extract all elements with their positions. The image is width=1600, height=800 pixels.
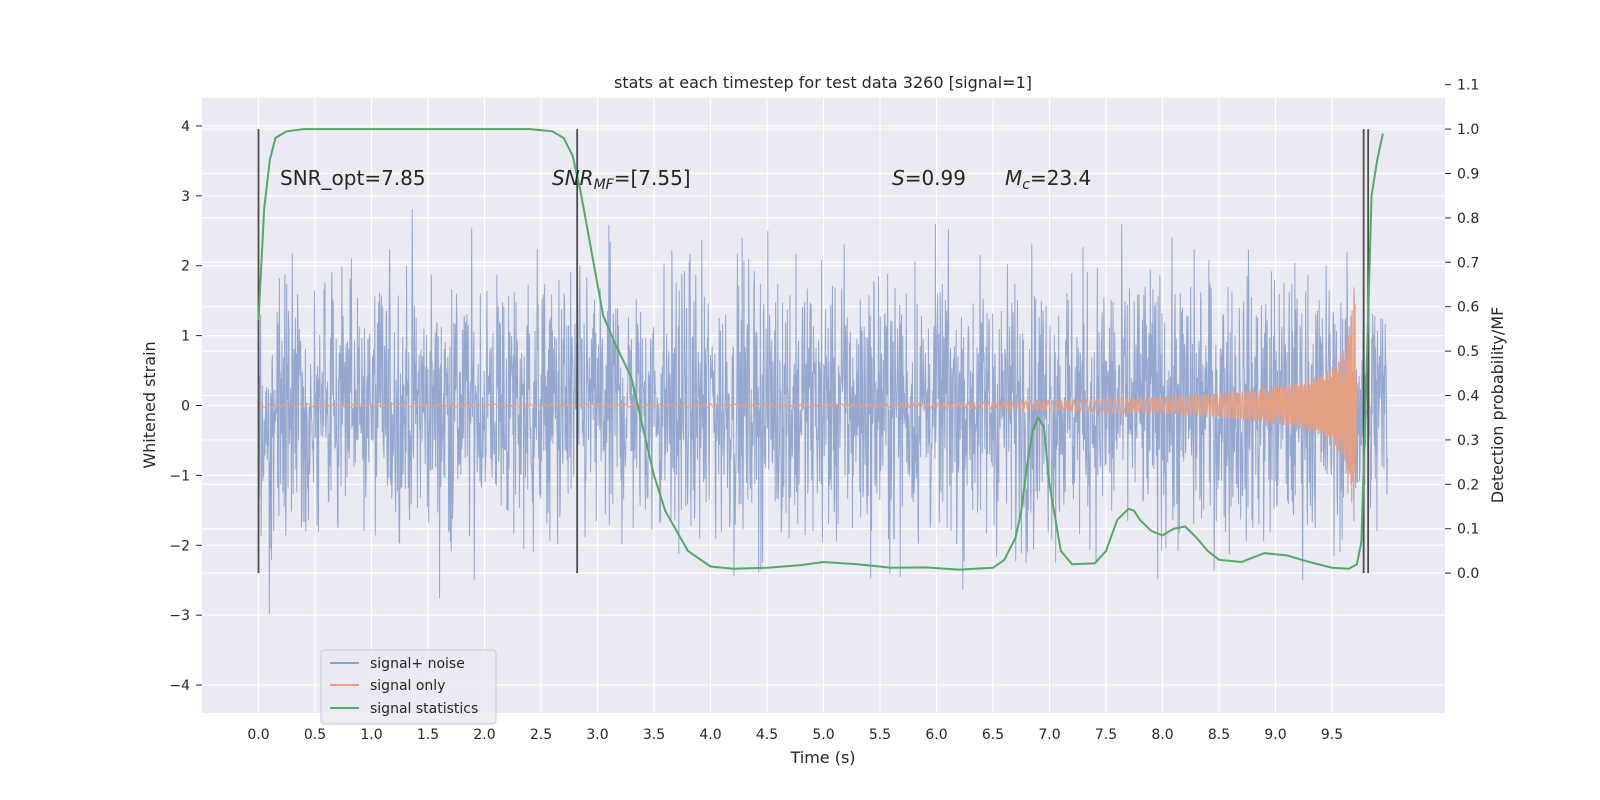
x-tick-label: 1.0: [360, 727, 382, 743]
x-tick-label: 3.5: [643, 727, 665, 743]
mc-symbol: M: [1005, 166, 1022, 190]
y2-tick-label: 0.0: [1457, 566, 1479, 582]
y-tick-labels: 4 3 2 1 0 −1 −2 −3 −4: [169, 119, 202, 694]
y2-tick-label: 0.9: [1457, 166, 1479, 182]
mc-subscript: c: [1022, 177, 1030, 193]
snr-mf-symbol: SNR: [552, 166, 594, 190]
legend-box: [320, 649, 497, 725]
x-tick-label: 2.5: [530, 727, 552, 743]
y2-tick-label: 0.1: [1457, 522, 1479, 538]
annotation-mc: Mc=23.4: [1005, 166, 1091, 193]
legend-label-signal-noise: signal+ noise: [370, 656, 465, 672]
s-symbol: S: [892, 166, 905, 190]
annotation-snr-mf: SNRMF=[7.55]: [552, 166, 691, 193]
x-tick-label: 8.0: [1151, 727, 1173, 743]
y2-tick-labels: 1.1 1.0 0.9 0.8 0.7 0.6 0.5 0.4 0.3 0.2 0.1 0.0: [1445, 78, 1479, 582]
y2-tick-label: 0.2: [1457, 477, 1479, 493]
y2-tick-label: 1.0: [1457, 122, 1479, 138]
y2-tick-label: 0.5: [1457, 344, 1479, 360]
y2-tick-label: 0.6: [1457, 300, 1479, 316]
y2-axis-label: Detection probability/MF: [1488, 307, 1507, 504]
y2-tick-label: 0.3: [1457, 433, 1479, 449]
snr-mf-subscript: MF: [594, 177, 615, 193]
x-tick-label: 4.5: [756, 727, 778, 743]
y2-tick-label: 1.1: [1457, 78, 1479, 94]
y2-tick-label: 0.4: [1457, 389, 1479, 405]
legend-label-signal-statistics: signal statistics: [370, 701, 478, 717]
y-tick-label: 3: [181, 189, 190, 205]
y-tick-label: 2: [181, 259, 190, 275]
x-tick-label: 9.0: [1264, 727, 1286, 743]
x-tick-label: 5.0: [812, 727, 834, 743]
annotation-s: S=0.99: [892, 166, 966, 190]
y-tick-label: −3: [169, 608, 190, 624]
y-tick-label: 1: [181, 329, 190, 345]
y-axis-label: Whitened strain: [140, 341, 159, 468]
x-tick-label: 9.5: [1321, 727, 1343, 743]
x-tick-label: 8.5: [1208, 727, 1230, 743]
vertical-markers: [257, 129, 1370, 574]
x-tick-label: 0.5: [304, 727, 326, 743]
x-tick-label: 7.5: [1095, 727, 1117, 743]
x-tick-label: 6.5: [982, 727, 1004, 743]
legend: signal+ noise signal only signal statist…: [320, 649, 497, 725]
x-tick-label: 2.0: [473, 727, 495, 743]
x-tick-label: 4.0: [699, 727, 721, 743]
x-tick-label: 6.0: [925, 727, 947, 743]
signal-noise-line: [258, 209, 1388, 614]
annotation-snr-opt: SNR_opt=7.85: [280, 166, 426, 190]
chart-title: stats at each timestep for test data 326…: [614, 73, 1032, 92]
x-tick-label: 0.0: [247, 727, 269, 743]
x-tick-labels: 0.0 0.5 1.0 1.5 2.0 2.5 3.0 3.5 4.0 4.5 5.0 5.5 6.0 6…: [247, 727, 1343, 743]
signal-statistics-series: [257, 128, 1384, 571]
y-tick-label: 0: [181, 399, 190, 415]
signal-noise-series: [258, 209, 1388, 614]
x-tick-label: 5.5: [869, 727, 891, 743]
x-tick-label: 1.5: [417, 727, 439, 743]
x-tick-label: 7.0: [1038, 727, 1060, 743]
s-value: =0.99: [905, 166, 966, 190]
y-tick-label: −2: [169, 538, 190, 554]
y2-tick-label: 0.7: [1457, 255, 1479, 271]
y-tick-label: −4: [169, 678, 190, 694]
signal-only-series: [258, 287, 1358, 503]
y-tick-label: −1: [169, 468, 190, 484]
mc-value: =23.4: [1030, 166, 1091, 190]
signal-statistics-line: [257, 128, 1384, 571]
x-tick-label: 3.0: [586, 727, 608, 743]
snr-mf-value: =[7.55]: [614, 166, 691, 190]
signal-only-line: [258, 287, 1358, 503]
y2-tick-label: 0.8: [1457, 211, 1479, 227]
x-axis-label: Time (s): [789, 748, 855, 767]
y-tick-label: 4: [181, 119, 190, 135]
legend-label-signal-only: signal only: [370, 678, 445, 694]
